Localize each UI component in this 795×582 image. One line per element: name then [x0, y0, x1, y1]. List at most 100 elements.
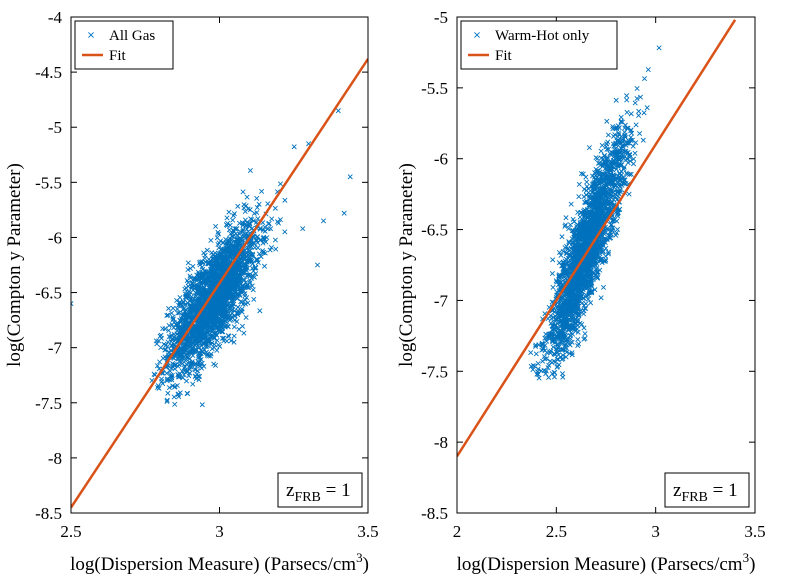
scatter-point	[212, 250, 218, 256]
scatter-point	[217, 252, 223, 258]
scatter-point	[272, 205, 278, 211]
scatter-point	[605, 158, 611, 164]
x-tick-label: 2.5	[546, 522, 567, 541]
scatter-point	[260, 240, 266, 246]
scatter-point	[180, 344, 186, 350]
scatter-point	[594, 168, 601, 174]
scatter-point	[624, 97, 630, 103]
scatter-point	[556, 273, 562, 279]
scatter-point	[581, 278, 587, 284]
scatter-point	[226, 209, 232, 215]
scatter-point	[255, 260, 261, 266]
scatter-point	[193, 324, 199, 330]
scatter-point	[213, 223, 219, 229]
scatter-point	[240, 288, 246, 294]
scatter-point	[185, 260, 191, 266]
x-tick-label: 2.5	[60, 522, 81, 541]
scatter-point	[578, 171, 585, 177]
scatter-point	[593, 155, 599, 161]
scatter-point	[578, 265, 584, 271]
scatter-point	[232, 226, 238, 232]
scatter-point	[166, 322, 172, 329]
scatter-point	[221, 303, 227, 309]
scatter-point	[592, 212, 598, 218]
scatter-point	[241, 205, 247, 211]
legend-box	[460, 20, 618, 70]
scatter-point	[554, 334, 560, 340]
scatter-point	[224, 245, 230, 251]
scatter-point	[253, 237, 259, 243]
scatter-point	[189, 342, 196, 348]
scatter-point	[610, 176, 616, 182]
scatter-point	[532, 343, 539, 350]
scatter-point	[625, 160, 631, 166]
scatter-point	[541, 354, 548, 360]
scatter-point	[603, 253, 609, 259]
scatter-point	[587, 272, 593, 279]
scatter-point	[568, 201, 574, 207]
scatter-point	[213, 332, 219, 338]
annotation: zFRB = 1	[277, 472, 363, 508]
scatter-point	[225, 220, 231, 226]
scatter-point	[578, 294, 584, 300]
scatter-point	[275, 219, 281, 225]
scatter-point	[576, 288, 582, 294]
scatter-point	[214, 347, 220, 353]
scatter-point	[171, 355, 177, 361]
data-layer	[457, 19, 737, 457]
scatter-point	[189, 294, 195, 300]
scatter-point	[577, 309, 583, 315]
scatter-point	[567, 222, 573, 228]
scatter-point	[244, 194, 250, 200]
scatter-point	[156, 385, 162, 391]
scatter-point	[197, 297, 203, 303]
scatter-point	[240, 253, 246, 259]
scatter-point	[234, 293, 240, 299]
scatter-point	[269, 216, 275, 222]
scatter-point	[590, 254, 596, 261]
scatter-point	[625, 149, 631, 155]
scatter-point	[580, 211, 586, 217]
scatter-point	[203, 311, 209, 317]
y-tick-label: -6	[48, 228, 62, 247]
scatter-point	[533, 342, 539, 348]
y-tick-label: -6.5	[35, 284, 62, 303]
scatter-point	[628, 111, 634, 117]
scatter-point	[562, 270, 568, 276]
scatter-point	[190, 331, 196, 337]
scatter-point	[535, 360, 541, 367]
legend-box	[74, 20, 174, 70]
scatter-point	[585, 236, 591, 242]
scatter-point	[587, 201, 593, 208]
scatter-point	[210, 256, 216, 262]
scatter-point	[272, 237, 278, 243]
scatter-point	[175, 356, 181, 362]
scatter-point	[190, 287, 196, 293]
scatter-point	[590, 221, 596, 227]
left-panel: 2.5 3 3.5-8.5-8-7.5-7-6.5-6-5.5-5-4.5-4log…	[4, 8, 379, 575]
scatter-point	[590, 269, 596, 275]
scatter-point	[179, 358, 185, 364]
scatter-point	[178, 331, 185, 337]
scatter-point	[256, 201, 262, 207]
scatter-point	[569, 240, 576, 246]
scatter-point	[539, 340, 545, 346]
scatter-point	[576, 233, 582, 239]
scatter-point	[166, 334, 172, 340]
x-tick-label: 2	[453, 522, 462, 541]
plot-area	[457, 17, 755, 513]
scatter-point	[234, 237, 240, 243]
scatter-point	[189, 280, 195, 286]
scatter-point	[536, 375, 542, 381]
scatter-point	[184, 369, 190, 375]
scatter-point	[622, 125, 628, 131]
scatter-point	[559, 356, 565, 362]
scatter-point	[199, 402, 205, 408]
scatter-point	[230, 303, 236, 309]
scatter-point	[246, 223, 252, 229]
scatter-point	[207, 302, 214, 308]
annotation-subscript: FRB	[681, 490, 707, 505]
scatter-point	[594, 275, 600, 281]
legend-label: Fit	[109, 48, 127, 64]
